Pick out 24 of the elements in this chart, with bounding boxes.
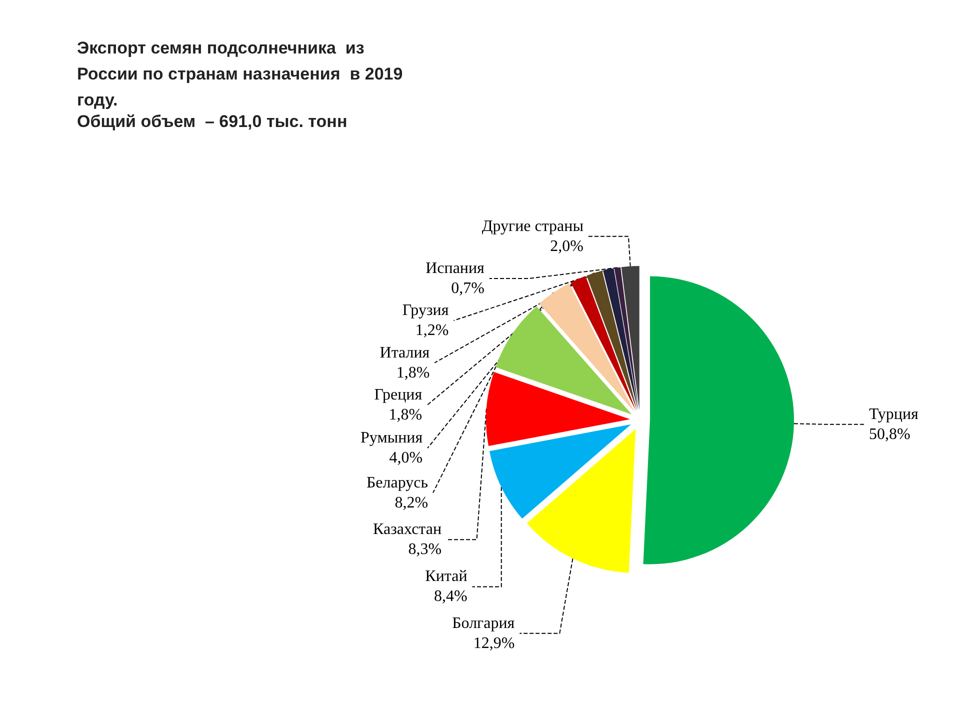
slice-label: Китай	[425, 568, 468, 586]
chart-title: Экспорт семян подсолнечника из России по странам назначения в 2019 году.	[77, 38, 408, 110]
slice-label: Испания	[426, 260, 486, 277]
data-label: 50,8%	[868, 426, 910, 443]
slice-label: Румыния	[360, 430, 424, 447]
data-label: 1,8%	[388, 406, 422, 424]
data-label: 8,2%	[394, 494, 428, 512]
slice-label: Греция	[374, 386, 423, 404]
data-label: 8,3%	[408, 541, 442, 558]
slice-label: Турция	[868, 406, 920, 423]
slice-label: Казахстан	[373, 521, 442, 538]
slice-label: Другие страны	[482, 218, 584, 235]
data-label: 1,8%	[396, 364, 430, 382]
slice-label: Болгария	[452, 614, 516, 632]
slice-label: Италия	[380, 344, 430, 362]
data-label: 2,0%	[550, 238, 584, 255]
data-label: 4,0%	[389, 450, 423, 467]
slice-label: Грузия	[402, 302, 450, 320]
data-label: 8,4%	[434, 588, 468, 606]
slice-label: Беларусь	[366, 474, 428, 492]
data-label: 12,9%	[473, 634, 515, 652]
data-label: 1,2%	[415, 322, 449, 340]
data-label: 0,7%	[451, 280, 484, 297]
text: Общий объем – 691,0 тыс. тонн	[77, 112, 348, 131]
